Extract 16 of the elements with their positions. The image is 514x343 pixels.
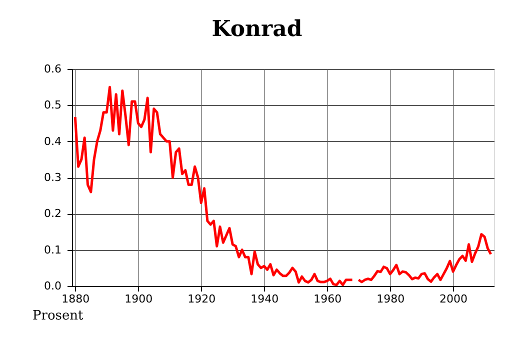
x-tick-label: 1940 <box>250 292 279 306</box>
y-tick-label: 0.1 <box>44 243 62 256</box>
y-tick-label: 0.4 <box>44 134 62 148</box>
x-tick-label: 1980 <box>376 292 405 306</box>
chart-title: Konrad <box>212 16 302 42</box>
x-tick-label: 1960 <box>314 292 342 306</box>
x-tick-label: 1920 <box>188 292 216 306</box>
x-tick-label: 1880 <box>62 292 90 306</box>
y-axis-title: Prosent <box>32 308 84 324</box>
y-tick-label: 0.2 <box>44 207 62 220</box>
y-tick-label: 0.5 <box>44 98 62 112</box>
y-tick-label: 0.0 <box>44 280 62 292</box>
y-tick-label: 0.6 <box>44 62 62 76</box>
x-tick-label: 1900 <box>124 292 153 306</box>
y-tick-label: 0.3 <box>44 171 62 184</box>
x-tick-label: 2000 <box>440 292 468 306</box>
